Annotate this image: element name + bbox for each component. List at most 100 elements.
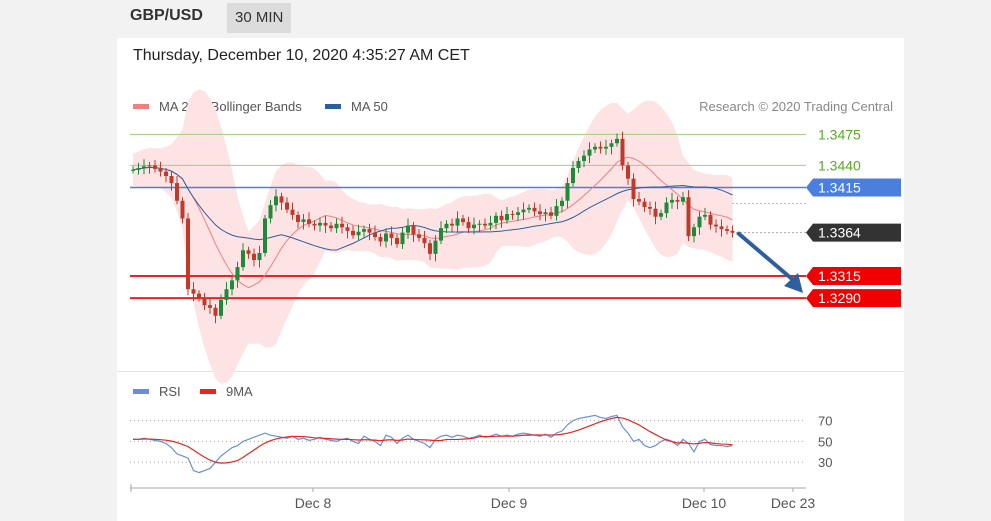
- resistance-label: 1.3475: [818, 126, 861, 142]
- candle-body: [505, 214, 509, 221]
- candle-body: [444, 223, 449, 229]
- candle-body: [186, 218, 190, 290]
- x-tick-label: Dec 9: [491, 495, 528, 511]
- candle-body: [340, 223, 344, 228]
- rsi-ma-swatch: [200, 389, 216, 394]
- support-price-tag: [806, 266, 901, 285]
- candle-body: [395, 237, 399, 245]
- candle-body: [703, 214, 707, 217]
- candle-body: [417, 234, 421, 238]
- candle-body: [477, 223, 482, 225]
- candle-body: [191, 289, 196, 294]
- candle-body: [725, 229, 729, 231]
- candle-body: [406, 225, 410, 233]
- candle-body: [670, 199, 674, 203]
- candle-body: [252, 253, 256, 261]
- candle-body: [560, 200, 564, 207]
- resistance-label: 1.3440: [818, 157, 861, 173]
- legend-ma50: MA 50: [325, 99, 388, 114]
- ma20-swatch: [133, 104, 149, 109]
- candle-body: [549, 212, 553, 216]
- forecast-arrow-line: [736, 231, 794, 281]
- candle-body: [642, 201, 647, 207]
- rsi-line: [133, 414, 733, 474]
- x-tick-label: Dec 8: [295, 495, 332, 511]
- candle-body: [593, 146, 597, 150]
- candle-body: [136, 168, 141, 170]
- candle-body: [466, 222, 471, 229]
- candle-body: [648, 206, 652, 209]
- support-price-tag: [806, 289, 901, 308]
- candle-body: [472, 224, 476, 229]
- support-price-label: 1.3315: [818, 268, 861, 284]
- candle-body: [675, 199, 680, 202]
- candle-body: [730, 230, 735, 233]
- legend-ma50-label: MA 50: [351, 99, 388, 114]
- candle-body: [323, 222, 328, 226]
- candle-body: [334, 223, 339, 229]
- candle-body: [274, 196, 278, 206]
- timeframe-badge[interactable]: 30 MIN: [227, 3, 292, 33]
- candle-body: [296, 214, 300, 222]
- candle-body: [230, 280, 234, 290]
- candle-body: [351, 230, 355, 236]
- candle-body: [653, 208, 658, 217]
- candle-body: [538, 211, 542, 215]
- candle-body: [697, 216, 702, 228]
- candle-body: [483, 223, 487, 226]
- candle-body: [257, 252, 262, 261]
- candle-body: [131, 169, 135, 171]
- bollinger-band: [133, 89, 733, 384]
- candle-body: [692, 227, 696, 237]
- candle-body: [455, 218, 460, 226]
- candle-body: [587, 149, 592, 156]
- rsi-swatch: [133, 389, 149, 394]
- candle-body: [345, 227, 350, 231]
- candle-body: [318, 222, 322, 226]
- candle-body: [356, 231, 361, 236]
- candle-body: [532, 207, 537, 212]
- candle-body: [411, 225, 416, 235]
- candle-body: [219, 299, 223, 316]
- candle-body: [224, 289, 229, 300]
- pivot-price-tag: [806, 178, 901, 197]
- candle-body: [208, 305, 212, 308]
- rsi-ma-line: [133, 416, 733, 464]
- candle-body: [521, 209, 526, 213]
- research-credit: Research © 2020 Trading Central: [699, 99, 893, 114]
- legend-rsi-label: RSI: [159, 384, 181, 399]
- candle-body: [279, 196, 284, 203]
- candle-body: [147, 165, 152, 167]
- candle-body: [290, 209, 295, 215]
- candle-body: [626, 165, 630, 179]
- candle-body: [708, 214, 713, 225]
- support-price-label: 1.3290: [818, 290, 861, 306]
- candle-body: [681, 197, 685, 202]
- candle-body: [527, 207, 531, 210]
- candle-body: [516, 212, 520, 215]
- panel-divider: [117, 371, 904, 372]
- candle-body: [510, 214, 515, 216]
- candle-body: [499, 215, 504, 221]
- candle-body: [488, 222, 493, 226]
- candle-body: [367, 229, 372, 233]
- candle-body: [142, 166, 146, 169]
- candle-body: [664, 202, 669, 214]
- candle-body: [213, 307, 218, 316]
- candle-body: [400, 232, 405, 245]
- candle-body: [620, 138, 625, 166]
- x-tick-label: Dec 23: [771, 495, 816, 511]
- pivot-price-label: 1.3415: [818, 180, 861, 196]
- candle-body: [422, 237, 427, 244]
- candle-body: [164, 171, 168, 176]
- candle-body: [307, 219, 311, 224]
- candle-body: [202, 298, 207, 306]
- candle-body: [494, 215, 498, 223]
- rsi-tick-label: 30: [818, 455, 832, 470]
- candle-body: [180, 200, 185, 219]
- candle-body: [433, 240, 438, 254]
- candle-body: [565, 183, 570, 201]
- candle-body: [714, 224, 718, 227]
- candle-body: [428, 243, 432, 254]
- rsi-tick-label: 50: [818, 434, 832, 449]
